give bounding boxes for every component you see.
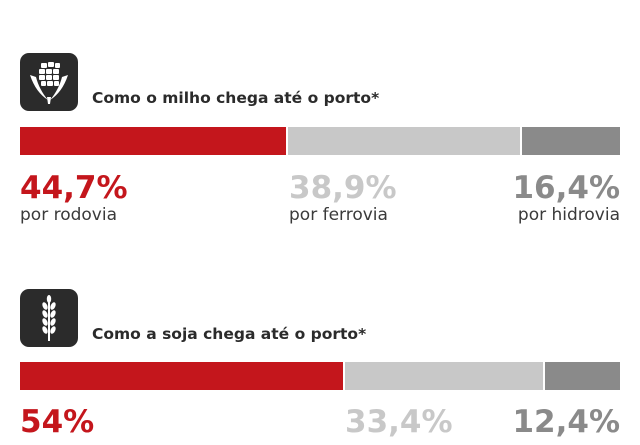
stacked-bar	[20, 362, 620, 390]
data-label: 38,9%	[289, 170, 397, 206]
stat-rodovia: 44,7% por rodovia	[20, 171, 128, 225]
stat-rodovia: 54%	[20, 405, 94, 439]
bar-segment-hidrovia	[521, 127, 620, 155]
bar-segment-rodovia	[20, 362, 343, 390]
stat-hidrovia: 16,4% por hidrovia	[512, 171, 620, 225]
chart-title: Como a soja chega até o porto*	[92, 325, 367, 343]
series-label: por hidrovia	[517, 205, 620, 225]
data-label: 44,7%	[20, 170, 128, 206]
data-label: 54%	[20, 404, 95, 440]
corn-icon	[20, 53, 78, 111]
stacked-bar	[20, 127, 620, 155]
series-label: por rodovia	[20, 205, 117, 225]
data-label: 33,4%	[345, 404, 453, 440]
bar-segment-hidrovia	[545, 362, 620, 390]
bar-segment-ferrovia	[288, 127, 520, 155]
stat-hidrovia: 12,4%	[512, 405, 620, 439]
data-label: 12,4%	[512, 404, 620, 440]
chart-title: Como o milho chega até o porto*	[92, 89, 380, 107]
series-label: por ferrovia	[289, 205, 388, 225]
stat-ferrovia: 38,9% por ferrovia	[289, 171, 397, 225]
stat-ferrovia: 33,4%	[345, 405, 453, 439]
data-label: 16,4%	[512, 170, 620, 206]
bar-segment-ferrovia	[344, 362, 544, 390]
wheat-icon	[20, 289, 78, 347]
bar-segment-rodovia	[20, 127, 287, 155]
